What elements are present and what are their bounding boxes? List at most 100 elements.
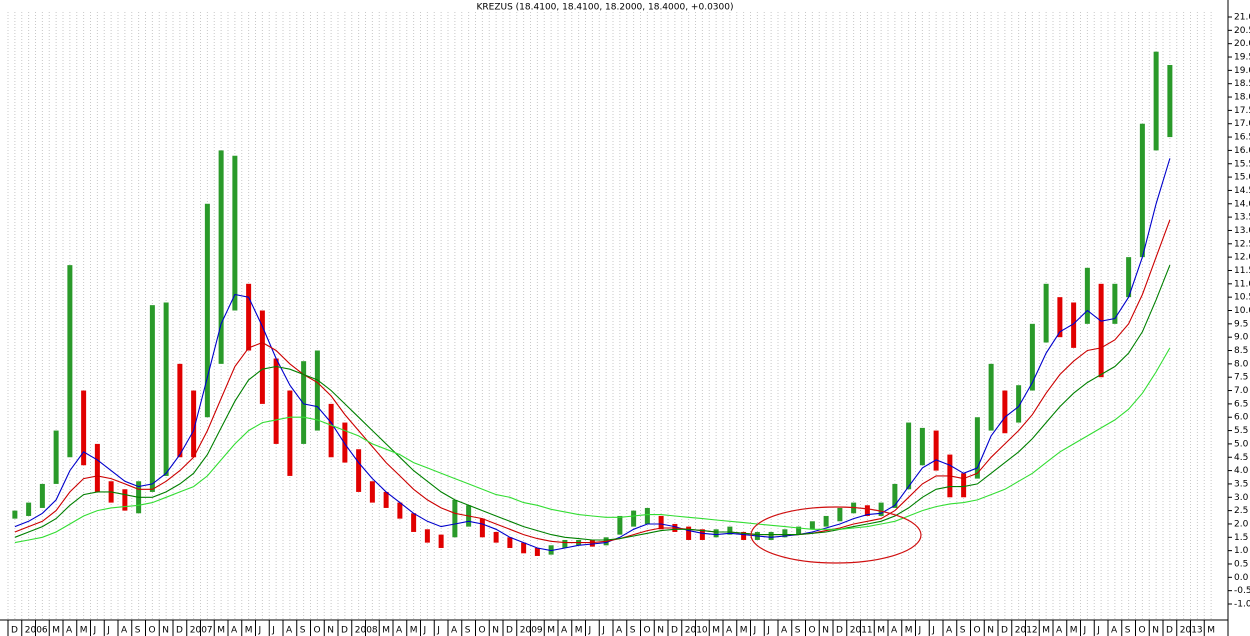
moving-average-line [14, 219, 1171, 544]
x-tick-label: N [327, 626, 334, 636]
price-bar [617, 515, 623, 535]
x-tick-label: 2009 [520, 626, 543, 636]
x-tick-label: M [217, 626, 225, 636]
y-tick-label: 11.5 [1234, 266, 1250, 276]
price-bar [1057, 297, 1063, 338]
x-tick-label: N [657, 626, 664, 636]
x-tick-label: O [479, 626, 486, 636]
x-tick-label: A [726, 626, 733, 636]
highlight-ellipse [750, 506, 922, 564]
x-tick-label: D [1001, 626, 1008, 636]
y-tick-label: 14.0 [1234, 199, 1250, 209]
x-tick-label: O [974, 626, 981, 636]
x-tick-label: 2006 [25, 626, 48, 636]
y-tick-label: 11.0 [1234, 279, 1250, 289]
price-bar [658, 515, 664, 530]
x-tick-label: A [561, 626, 568, 636]
x-tick-label: J [931, 626, 935, 636]
price-bar [534, 547, 540, 556]
y-tick-label: 7.0 [1234, 386, 1249, 396]
y-tick-label: 10.5 [1234, 293, 1250, 303]
x-tick-label: S [630, 626, 636, 636]
price-bar [424, 529, 430, 543]
y-tick-label: -0.5 [1234, 586, 1250, 596]
y-tick-label: 4.5 [1234, 453, 1248, 463]
price-bar [933, 430, 939, 471]
price-bar [1043, 283, 1049, 343]
x-tick-label: A [616, 626, 623, 636]
x-tick-label: N [492, 626, 499, 636]
y-tick-label: 14.5 [1234, 186, 1250, 196]
x-tick-label: 2008 [355, 626, 378, 636]
x-tick-label: O [644, 626, 651, 636]
price-bar [12, 510, 18, 519]
x-tick-label: S [795, 626, 801, 636]
x-tick-label: N [1152, 626, 1159, 636]
x-tick-label: J [601, 626, 605, 636]
x-tick-label: J [1083, 626, 1087, 636]
y-tick-label: 19.5 [1234, 53, 1250, 63]
x-tick-label: N [162, 626, 169, 636]
x-tick-label: D [1166, 626, 1173, 636]
x-tick-label: A [1111, 626, 1118, 636]
y-tick-label: 6.5 [1234, 399, 1248, 409]
price-bar [741, 531, 747, 540]
y-tick-label: 17.5 [1234, 106, 1250, 116]
price-bar [53, 430, 59, 484]
price-bar [1126, 257, 1132, 298]
y-tick-label: 3.5 [1234, 479, 1248, 489]
price-bar [232, 155, 238, 311]
price-bar [479, 518, 485, 538]
price-bar [397, 502, 403, 519]
chart-title: KREZUS (18.4100, 18.4100, 18.2000, 18.40… [477, 3, 734, 13]
price-bar [67, 265, 73, 458]
price-bar [644, 507, 650, 524]
x-tick-label: M [410, 626, 418, 636]
x-tick-label: M [52, 626, 60, 636]
x-tick-label: J [753, 626, 757, 636]
x-tick-label: N [822, 626, 829, 636]
price-bar [39, 483, 45, 508]
x-tick-label: O [1139, 626, 1146, 636]
price-bar [589, 539, 595, 547]
x-tick-label: D [671, 626, 678, 636]
price-bar [768, 531, 774, 540]
x-tick-label: A [121, 626, 128, 636]
price-bar [548, 545, 554, 555]
y-tick-label: 1.5 [1234, 533, 1248, 543]
x-tick-label: 2012 [1015, 626, 1038, 636]
price-bar [809, 521, 815, 530]
x-tick-label: J [1096, 626, 1100, 636]
price-bar [631, 510, 637, 527]
x-tick-label: M [1070, 626, 1078, 636]
y-tick-label: 0.0 [1234, 573, 1249, 583]
price-bar [1112, 283, 1118, 324]
x-tick-label: N [987, 626, 994, 636]
price-bar [892, 483, 898, 508]
price-bar [1071, 302, 1077, 348]
x-tick-label: J [258, 626, 262, 636]
price-bar [342, 422, 348, 463]
x-tick-label: J [918, 626, 922, 636]
x-tick-label: S [960, 626, 966, 636]
price-bar [823, 515, 829, 527]
price-bar [452, 499, 458, 538]
price-bar [369, 481, 375, 503]
y-tick-label: 20.0 [1234, 39, 1250, 49]
x-tick-label: D [506, 626, 513, 636]
y-tick-label: 12.5 [1234, 239, 1250, 249]
y-tick-label: 5.5 [1234, 426, 1248, 436]
price-bar [438, 534, 444, 548]
x-tick-label: O [809, 626, 816, 636]
y-tick-label: 6.0 [1234, 413, 1249, 423]
price-bar [287, 390, 293, 476]
y-tick-label: 20.5 [1234, 26, 1250, 36]
x-tick-label: S [300, 626, 306, 636]
x-tick-label: M [877, 626, 885, 636]
price-bar [974, 417, 980, 479]
y-tick-label: 9.0 [1234, 333, 1249, 343]
price-bar [191, 390, 197, 458]
y-tick-label: 4.0 [1234, 466, 1249, 476]
price-bar [204, 203, 210, 418]
